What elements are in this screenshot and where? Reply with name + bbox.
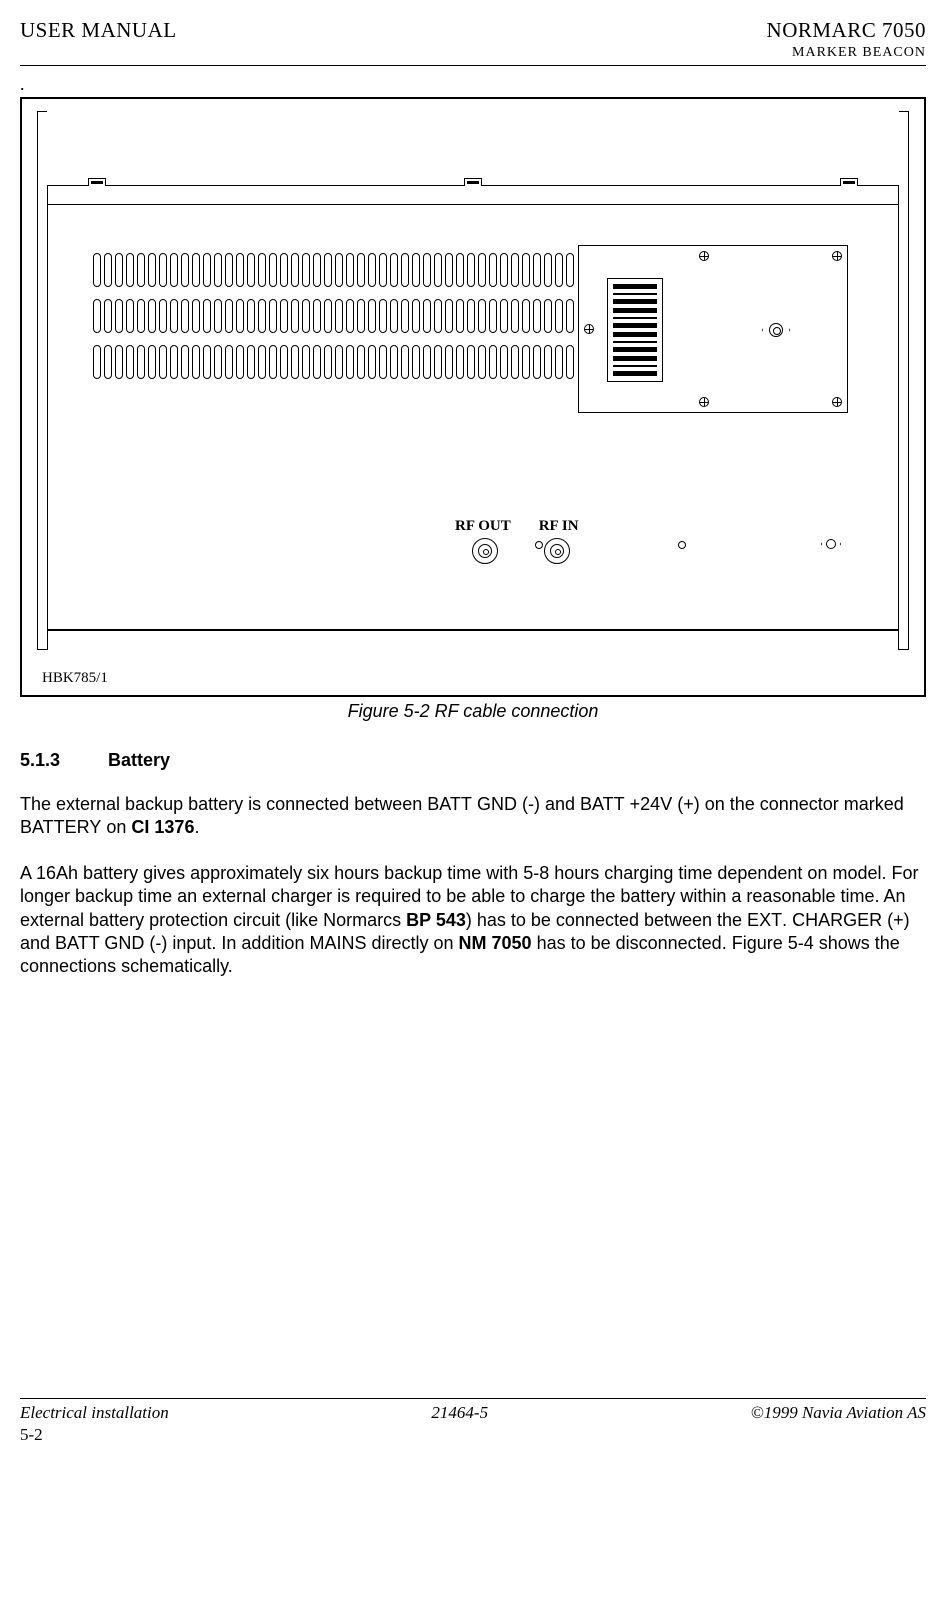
screw-icon	[699, 251, 709, 261]
device-body: RF OUT RF IN	[47, 205, 899, 630]
section-num: 5.1.3	[20, 750, 108, 771]
rf-in-label: RF IN	[539, 518, 579, 535]
small-connectors	[535, 534, 843, 556]
bracket-left	[37, 111, 47, 650]
header-title: NORMARC 7050	[767, 18, 926, 43]
top-clip-icon	[88, 178, 106, 186]
footer-left: Electrical installation	[20, 1403, 169, 1423]
vent-grille-icon	[93, 253, 581, 381]
footer-center: 21464-5	[431, 1403, 488, 1423]
leading-dot: .	[20, 74, 926, 95]
page-footer: Electrical installation 21464-5 ©1999 Na…	[0, 1394, 946, 1455]
paragraph-2: A 16Ah battery gives approximately six h…	[20, 862, 926, 979]
bracket-right	[899, 111, 909, 650]
device-bottom	[47, 630, 899, 650]
small-hole-icon	[678, 541, 686, 549]
screw-icon	[832, 251, 842, 261]
header-subtitle: MARKER BEACON	[767, 45, 926, 61]
screw-icon	[832, 397, 842, 407]
small-hole-icon	[535, 541, 543, 549]
screw-icon	[699, 397, 709, 407]
footer-right: ©1999 Navia Aviation AS	[751, 1403, 926, 1423]
header-left: USER MANUAL	[20, 18, 177, 43]
top-clip-icon	[464, 178, 482, 186]
figure-label: HBK785/1	[42, 670, 108, 687]
header-right: NORMARC 7050 MARKER BEACON	[767, 18, 926, 61]
page-number: 5-2	[20, 1425, 926, 1445]
page-header: USER MANUAL NORMARC 7050 MARKER BEACON	[20, 18, 926, 61]
device-diagram: RF OUT RF IN	[37, 111, 909, 650]
footer-rule	[20, 1398, 926, 1399]
figure-box: RF OUT RF IN	[20, 97, 926, 697]
top-clip-icon	[840, 178, 858, 186]
small-hex-icon	[821, 534, 843, 556]
hex-nut-icon	[762, 316, 792, 346]
rf-out-connector-icon	[472, 538, 498, 564]
paragraph-1: The external backup battery is connected…	[20, 793, 926, 840]
hardware-plate	[578, 245, 848, 413]
barcode-block-icon	[607, 278, 663, 382]
figure-caption: Figure 5-2 RF cable connection	[20, 701, 926, 722]
section-heading: 5.1.3Battery	[20, 750, 926, 771]
section-title: Battery	[108, 750, 170, 770]
device-top	[47, 185, 899, 205]
header-rule	[20, 65, 926, 66]
screw-icon	[584, 324, 594, 334]
rf-out-label: RF OUT	[455, 518, 511, 535]
